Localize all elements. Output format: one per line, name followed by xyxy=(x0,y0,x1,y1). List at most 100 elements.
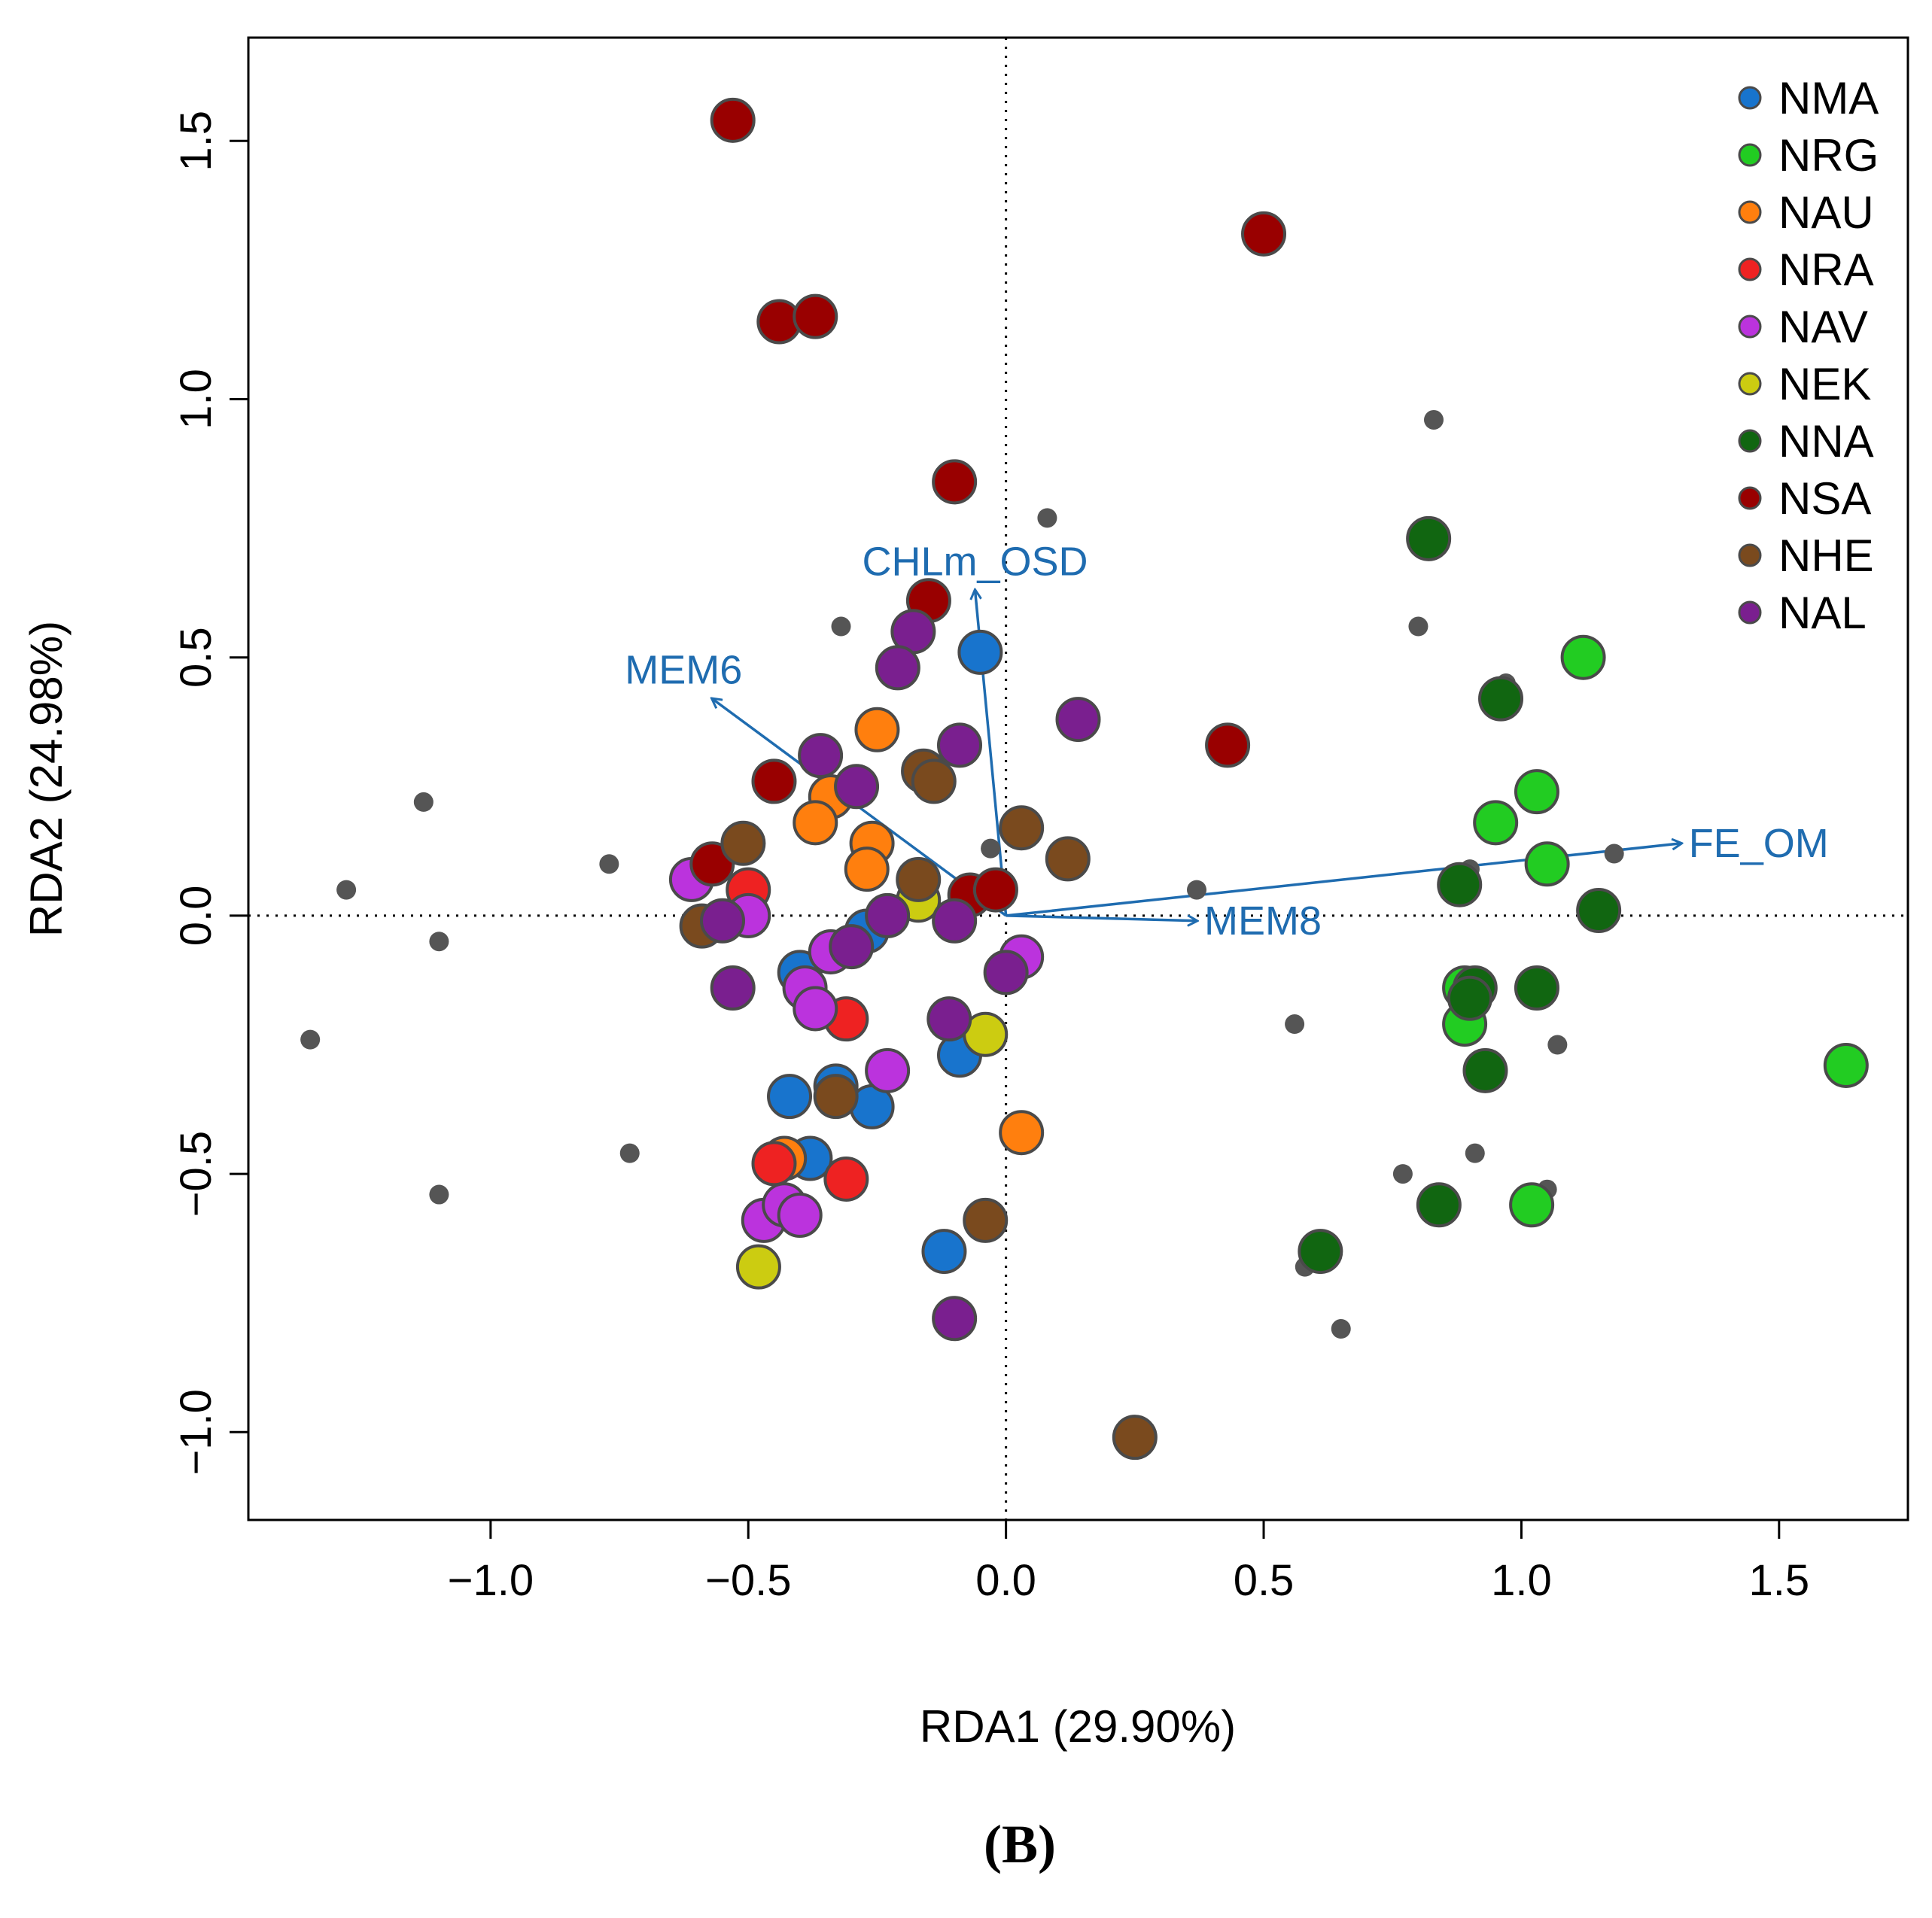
site-point-nma xyxy=(921,1229,967,1275)
site-point-nma xyxy=(957,629,1003,675)
site-point-nal xyxy=(700,898,745,944)
site-point-nal xyxy=(834,764,880,810)
site-point-nav xyxy=(793,986,838,1032)
species-point xyxy=(1331,1319,1351,1339)
site-point-nal xyxy=(932,898,978,944)
site-point-nrg xyxy=(1473,800,1519,846)
site-point-nau xyxy=(793,800,838,846)
x-axis-title: RDA1 (29.90%) xyxy=(920,1701,1236,1752)
site-point-nal xyxy=(937,722,982,768)
species-point xyxy=(1547,1035,1568,1055)
legend-label-nek: NEK xyxy=(1778,359,1871,409)
site-point-nal xyxy=(798,733,844,779)
legend-swatch-nau xyxy=(1738,200,1762,224)
site-point-nau xyxy=(844,847,890,892)
species-point xyxy=(1465,1143,1485,1163)
site-point-nrg xyxy=(1823,1042,1869,1088)
site-point-nal xyxy=(829,924,875,970)
site-point-nrg xyxy=(1560,634,1606,680)
legend-swatch-nsa xyxy=(1738,486,1762,510)
vector-arrow xyxy=(1006,914,1197,921)
site-point-nrg xyxy=(1509,1182,1555,1228)
panel-label: (B) xyxy=(984,1814,1056,1874)
site-point-nna xyxy=(1298,1229,1343,1275)
site-point-nhe xyxy=(1112,1415,1158,1461)
legend-label-nna: NNA xyxy=(1778,416,1874,467)
species-point xyxy=(413,792,434,812)
site-point-nal xyxy=(926,996,972,1042)
site-point-nna xyxy=(1416,1182,1462,1228)
species-point xyxy=(1187,880,1206,900)
species-point xyxy=(300,1029,321,1050)
site-point-nal xyxy=(875,645,920,691)
legend-swatch-nhe xyxy=(1738,543,1762,567)
legend-swatch-nal xyxy=(1738,600,1762,625)
legend-label-nsa: NSA xyxy=(1778,473,1871,524)
vector-label: CHLm_OSD xyxy=(863,539,1088,584)
site-point-nhe xyxy=(896,856,942,902)
x-tick-label: 0.0 xyxy=(975,1556,1036,1605)
legend-label-nhe: NHE xyxy=(1778,530,1874,581)
site-point-nna xyxy=(1462,1047,1508,1093)
site-point-nau xyxy=(999,1110,1045,1156)
site-point-nra xyxy=(751,1141,797,1187)
x-tick-label: 0.5 xyxy=(1234,1556,1295,1605)
x-tick-label: −0.5 xyxy=(705,1556,792,1605)
vector-label: MEM8 xyxy=(1204,898,1322,944)
site-point-nhe xyxy=(1045,836,1091,882)
legend-swatch-nrg xyxy=(1738,143,1762,167)
legend-swatch-nra xyxy=(1738,257,1762,281)
species-point xyxy=(1424,409,1444,430)
site-point-nsa xyxy=(1205,722,1251,768)
legend-swatch-nna xyxy=(1738,429,1762,453)
site-point-nsa xyxy=(751,758,797,804)
site-point-nhe xyxy=(999,805,1045,851)
site-point-nal xyxy=(710,965,756,1011)
site-point-nhe xyxy=(911,758,957,804)
site-point-nav xyxy=(777,1193,823,1239)
site-point-nhe xyxy=(963,1197,1009,1243)
site-points xyxy=(668,97,1869,1461)
legend-swatch-nav xyxy=(1738,315,1762,339)
species-point xyxy=(981,838,1001,859)
legend-label-nra: NRA xyxy=(1778,245,1874,295)
site-point-nau xyxy=(854,707,900,752)
species-point xyxy=(599,854,619,874)
species-point xyxy=(336,880,357,900)
site-point-nrg xyxy=(1514,769,1559,815)
species-point xyxy=(1408,616,1428,637)
site-point-nsa xyxy=(932,459,978,505)
site-point-nma xyxy=(767,1074,813,1120)
site-point-nsa xyxy=(793,293,838,339)
species-point xyxy=(1604,843,1624,864)
legend-label-nal: NAL xyxy=(1778,588,1867,638)
site-point-nna xyxy=(1576,888,1622,934)
vector-label: FE_OM xyxy=(1689,821,1829,866)
plot-frame xyxy=(247,36,1909,1521)
site-point-nna xyxy=(1437,862,1483,907)
x-axis: −1.0 −0.5 0.0 0.5 1.0 1.5 xyxy=(448,1520,1809,1605)
legend-swatch-nek xyxy=(1738,372,1762,396)
species-point xyxy=(429,1184,449,1205)
site-point-nhe xyxy=(720,820,766,866)
site-point-nhe xyxy=(813,1074,859,1120)
site-point-nna xyxy=(1406,515,1452,561)
y-tick-label: −1.0 xyxy=(172,1389,221,1476)
legend-swatch-nma xyxy=(1738,86,1762,110)
species-point xyxy=(1392,1164,1413,1184)
y-tick-label: −0.5 xyxy=(172,1131,221,1217)
species-point xyxy=(619,1143,640,1163)
x-tick-label: 1.0 xyxy=(1491,1556,1552,1605)
site-point-nal xyxy=(1055,697,1101,743)
y-axis: −1.0 −0.5 0.0 0.5 1.0 1.5 xyxy=(172,111,248,1476)
legend-label-nav: NAV xyxy=(1778,302,1868,352)
site-point-nal xyxy=(865,892,911,938)
species-point xyxy=(429,932,449,952)
y-tick-label: 1.0 xyxy=(172,369,221,430)
y-tick-label: 0.5 xyxy=(172,627,221,688)
y-axis-title: RDA2 (24.98%) xyxy=(21,621,71,937)
zero-reference-lines xyxy=(248,38,1908,1520)
site-point-nsa xyxy=(710,97,756,143)
site-point-nrg xyxy=(1524,841,1570,887)
